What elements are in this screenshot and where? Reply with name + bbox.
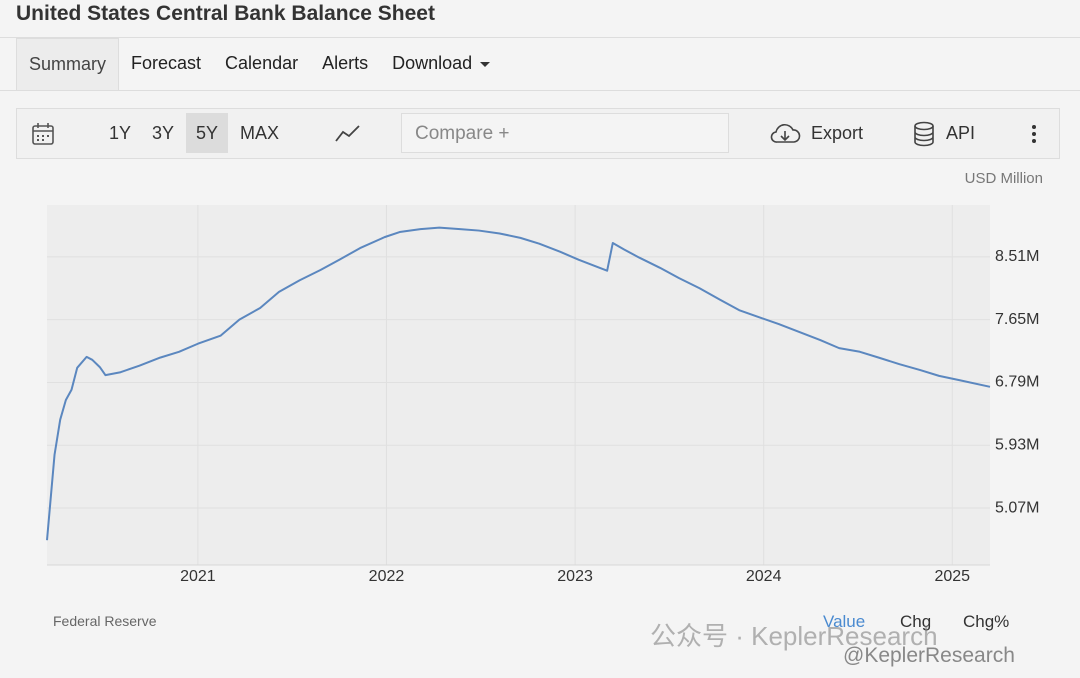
database-icon (914, 121, 934, 147)
range-button[interactable]: 5Y (186, 113, 229, 153)
calendar-icon[interactable] (31, 122, 55, 146)
range-button[interactable]: 3Y (152, 123, 175, 143)
tab-label: Download (392, 53, 473, 73)
y-tick-label: 8.51M (995, 248, 1039, 265)
source: Federal Reserve (53, 613, 157, 629)
x-tick-label: 2023 (557, 568, 593, 585)
y-tick-label: 7.65M (995, 311, 1039, 328)
chart-type-icon[interactable] (335, 123, 361, 143)
value-toggle[interactable]: Value (823, 612, 866, 631)
tab[interactable]: Calendar (225, 53, 299, 73)
x-tick-label: 2024 (746, 568, 782, 585)
y-tick-label: 6.79M (995, 374, 1039, 391)
divider (0, 90, 1080, 91)
compare-input[interactable]: Compare + (401, 113, 729, 153)
watermark: @KeplerResearch (843, 644, 1015, 667)
export-button[interactable]: Export (811, 123, 864, 143)
range-button[interactable]: 1Y (109, 123, 132, 143)
tab[interactable]: Forecast (131, 53, 202, 73)
api-button[interactable]: API (946, 123, 976, 143)
tab-bar: Summary Forecast Calendar Alerts Downloa… (16, 37, 502, 91)
tab[interactable]: Download (380, 38, 502, 90)
y-tick-label: 5.07M (995, 499, 1039, 516)
tab[interactable]: Summary (16, 37, 120, 91)
x-tick-label: 2021 (180, 568, 216, 585)
data-line (46, 226, 991, 541)
y-tick-label: 5.93M (995, 436, 1039, 453)
page-title: United States Central Bank Balance Sheet (16, 2, 435, 25)
toolbar: 1Y 3Y 5Y MAX Compare + Export API (16, 108, 1060, 159)
watermark: 公众号 · KeplerResearch (650, 621, 938, 651)
tab[interactable]: Alerts (322, 53, 369, 73)
unit-label: USD Million (964, 170, 1043, 187)
cloud-icon (770, 124, 801, 143)
x-tick-label: 2025 (934, 568, 970, 585)
caret-icon (480, 61, 491, 67)
x-tick-label: 2022 (369, 568, 405, 585)
change-pct-toggle[interactable]: Chg% (963, 612, 1010, 631)
plot-area (47, 205, 990, 565)
more-icon[interactable] (1029, 124, 1039, 144)
change-toggle[interactable]: Chg (900, 612, 932, 631)
chart: 2021 2022 2023 2024 2025 5.07M 5.93M 6.79M 7.65M… (46, 205, 1039, 585)
range-button[interactable]: MAX (240, 123, 280, 143)
divider (0, 37, 1080, 38)
